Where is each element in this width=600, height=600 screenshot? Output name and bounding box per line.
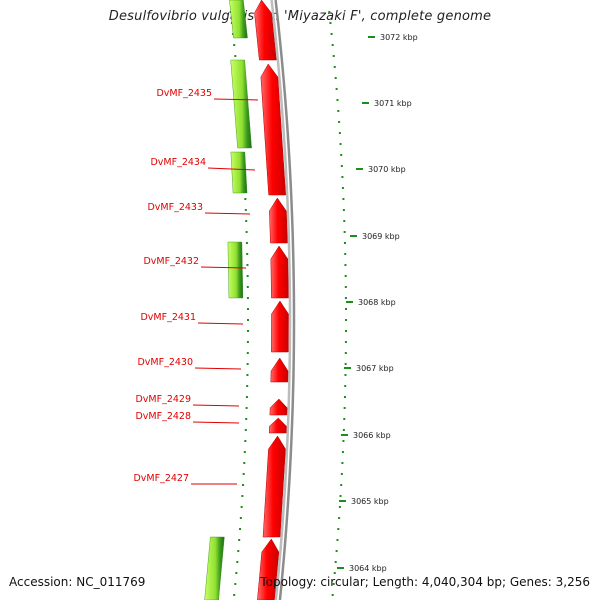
backbone-line — [270, 0, 292, 600]
leader-line — [192, 421, 240, 424]
gene-label: DvMF_2435 — [156, 88, 212, 99]
accession-text: Accession: NC_011769 — [9, 575, 146, 589]
gene-label: DvMF_2428 — [135, 411, 191, 422]
forward-cds-arrow — [260, 63, 286, 196]
gene-label: DvMF_2433 — [147, 202, 203, 213]
reverse-strand-features — [204, 0, 252, 600]
leader-line — [213, 98, 259, 101]
forward-cds-arrow — [262, 435, 286, 538]
scale-label: 3071 kbp — [374, 99, 412, 108]
forward-cds-arrow — [257, 538, 280, 600]
forward-strand-features — [254, 0, 289, 600]
reverse-cds-block — [230, 59, 252, 149]
forward-cds-arrow — [254, 0, 277, 61]
map-title: Desulfovibrio vulgaris str. 'Miyazaki F'… — [108, 9, 492, 24]
leader-line — [204, 212, 251, 215]
scale-label: 3068 kbp — [358, 298, 396, 307]
forward-cds-arrow — [269, 398, 288, 416]
forward-cds-arrow — [268, 417, 287, 434]
scale-label: 3069 kbp — [362, 232, 400, 241]
leader-line — [192, 404, 240, 407]
gene-label: DvMF_2432 — [143, 256, 199, 267]
gene-label: DvMF_2430 — [137, 357, 193, 368]
leader-line — [207, 167, 256, 171]
leader-line — [200, 266, 247, 269]
scale-label: 3066 kbp — [353, 431, 391, 440]
gene-label: DvMF_2434 — [150, 157, 206, 168]
reverse-cds-block — [230, 151, 248, 194]
gene-label: DvMF_2427 — [133, 473, 189, 484]
reverse-cds-block — [229, 0, 248, 39]
scale-label: 3072 kbp — [380, 33, 418, 42]
genome-backbone — [270, 0, 296, 600]
forward-cds-arrow — [269, 197, 288, 244]
scale-label: 3064 kbp — [349, 564, 387, 573]
scale-labels: 3072 kbp 3071 kbp 3070 kbp 3069 kbp 3068 kbp… — [337, 33, 418, 573]
forward-cds-arrow — [270, 357, 289, 383]
scale-label: 3067 kbp — [356, 364, 394, 373]
leader-line — [197, 322, 244, 325]
leader-line — [194, 367, 242, 370]
scale-label: 3070 kbp — [368, 165, 406, 174]
forward-cds-arrow — [271, 300, 289, 353]
reverse-cds-block — [227, 241, 244, 299]
gene-label: DvMF_2431 — [140, 312, 196, 323]
backbone-line — [274, 0, 296, 600]
genome-summary-text: Topology: circular; Length: 4,040,304 bp… — [260, 575, 590, 589]
gene-label: DvMF_2429 — [135, 394, 191, 405]
gene-labels: DvMF_2435 DvMF_2434 DvMF_2433 DvMF_2432 DvMF… — [133, 88, 212, 484]
scale-label: 3065 kbp — [351, 497, 389, 506]
reverse-cds-block — [204, 536, 225, 600]
forward-cds-arrow — [270, 245, 289, 299]
outer-tick-ring — [328, 11, 347, 596]
gene-label-leaders — [191, 98, 259, 485]
